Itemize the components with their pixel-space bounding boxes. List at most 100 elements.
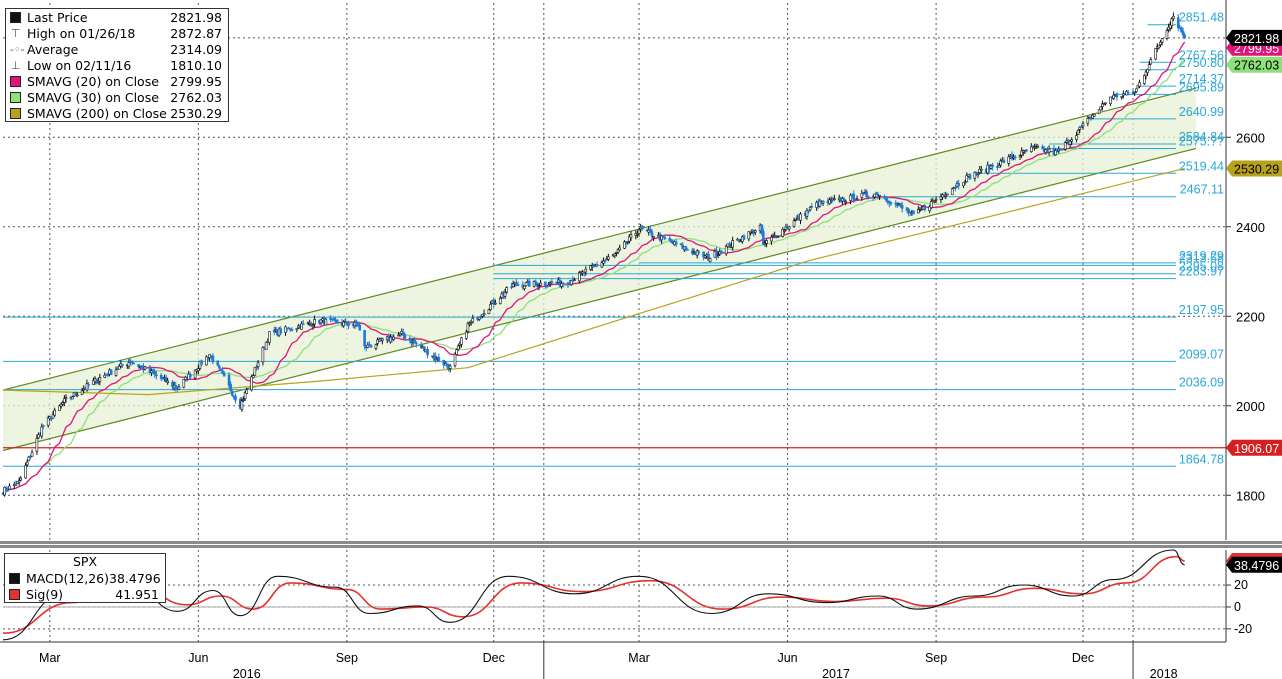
price-candle — [1092, 113, 1096, 117]
price-candle — [1036, 146, 1040, 148]
price-candle — [742, 235, 746, 240]
price-candle — [3, 486, 6, 496]
regression-channel — [2, 87, 1197, 452]
price-candle — [889, 202, 893, 205]
price-candle — [268, 331, 271, 343]
price-candle — [595, 264, 599, 267]
macd-y-tick-label: -20 — [1234, 622, 1252, 636]
price-candle — [188, 373, 192, 378]
price-candle — [844, 201, 847, 203]
price-candle — [954, 187, 957, 189]
price-candle — [229, 383, 232, 392]
price-candle — [720, 250, 723, 254]
price-candle — [590, 265, 594, 268]
price-candle — [578, 272, 581, 282]
price-candle — [629, 234, 633, 239]
legend-row: SMAVG (200) on Close 2530.29 — [6, 105, 228, 121]
price-candle — [14, 484, 18, 486]
price-candle — [335, 319, 339, 324]
price-candle — [324, 318, 328, 326]
legend-label: SMAVG (200) on Close — [27, 105, 167, 121]
price-candle — [489, 304, 492, 311]
price-candle — [471, 318, 475, 323]
price-candle — [500, 293, 504, 298]
price-candle — [991, 164, 994, 167]
price-candle — [1167, 27, 1170, 31]
x-month-label: Jun — [777, 651, 797, 665]
price-candle — [460, 337, 463, 345]
price-candle — [737, 238, 741, 242]
legend-label: Last Price — [27, 9, 88, 25]
price-candle — [42, 425, 45, 427]
price-candle — [855, 198, 859, 200]
legend-value: 2314.09 — [170, 41, 222, 57]
price-candle — [103, 374, 107, 378]
panel-separator — [0, 545, 1282, 548]
price-candle — [1059, 148, 1062, 151]
price-candle — [374, 344, 378, 349]
price-candle — [600, 262, 604, 268]
price-candle — [221, 370, 224, 374]
price-candle — [19, 477, 23, 481]
price-candle — [602, 260, 605, 264]
price-candle — [516, 284, 520, 287]
price-candle — [468, 322, 471, 325]
price-candle — [121, 364, 124, 366]
price-candle — [527, 280, 531, 287]
price-candle — [177, 386, 181, 390]
price-candle — [1034, 147, 1038, 149]
price-legend: Last Price 2821.98 ⊤ High on 01/26/18 2872.8… — [5, 8, 229, 122]
x-year-label: 2016 — [233, 667, 261, 679]
price-candle — [912, 210, 915, 215]
price-candle — [71, 396, 74, 400]
price-candle — [29, 456, 32, 458]
price-candle — [707, 253, 710, 261]
price-candle — [550, 281, 554, 284]
price-candle — [760, 224, 764, 234]
legend-row: ⊥ Low on 02/11/16 1810.10 — [6, 57, 228, 73]
price-candle — [300, 323, 303, 330]
price-candle — [482, 313, 486, 316]
price-candle — [1104, 102, 1107, 105]
price-candle — [106, 374, 110, 376]
price-candle — [1157, 44, 1161, 49]
price-tag-label: 2762.03 — [1234, 59, 1279, 73]
price-candle — [849, 195, 852, 201]
price-candle — [899, 203, 902, 207]
price-candle — [652, 236, 655, 239]
price-candle — [487, 309, 491, 315]
price-candle — [558, 280, 562, 286]
price-candle — [674, 241, 678, 245]
level-label: 2851.48 — [1179, 11, 1224, 25]
legend-label: Sig(9) — [26, 586, 64, 602]
x-month-label: Dec — [483, 651, 505, 665]
price-candle — [624, 242, 628, 244]
price-candle — [810, 205, 814, 208]
price-candle — [358, 324, 362, 331]
level-label: 2283.97 — [1179, 265, 1224, 279]
price-candle — [363, 330, 366, 347]
legend-value: 1810.10 — [170, 57, 222, 73]
price-candle — [51, 414, 55, 419]
price-candle — [211, 355, 215, 363]
channel-lower-line — [2, 147, 1197, 452]
price-candle — [1134, 88, 1138, 92]
price-candle — [272, 330, 276, 333]
price-y-tick-label: 1800 — [1236, 488, 1265, 503]
price-candle — [27, 456, 31, 462]
price-candle — [1047, 148, 1051, 153]
x-month-label: Mar — [39, 651, 61, 665]
price-candle — [109, 369, 113, 375]
legend-row: SMAVG (30) on Close 2762.03 — [6, 89, 228, 105]
price-candle — [887, 200, 891, 204]
price-y-tick-label: 2000 — [1236, 399, 1265, 414]
price-candle — [58, 405, 61, 411]
price-candle — [397, 334, 400, 337]
price-candle — [686, 248, 689, 251]
legend-label: High on 01/26/18 — [27, 25, 136, 41]
price-candle — [494, 302, 497, 305]
price-candle — [573, 279, 576, 281]
price-candle — [376, 339, 379, 344]
price-candle — [46, 417, 50, 426]
price-candle — [821, 200, 825, 204]
